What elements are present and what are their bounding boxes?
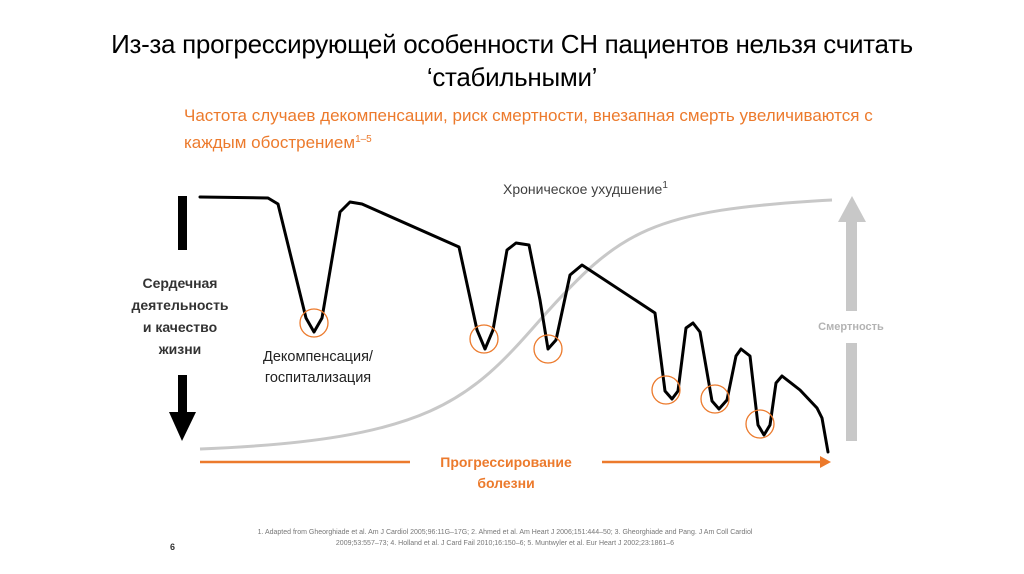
decompensation-circle [533,334,563,364]
up-arrow-icon [838,196,866,441]
references: 1. Adapted from Gheorghiade et al. Am J … [257,529,753,547]
chronic-worsening-superscript: 1 [662,180,668,191]
decompensation-markers [299,308,775,439]
mortality-label: Смертность [818,321,884,333]
heart-function-label: Сердечная деятельность и качество жизни [131,275,229,357]
page-number: 6 [170,542,176,552]
chronic-worsening-label: Хроническое ухудшение1 [503,176,668,199]
heart-function-top-bar [178,196,187,250]
decompensation-circle [700,384,730,414]
chronic-worsening-text: Хроническое ухудшение [503,181,663,197]
subtitle-text: Частота случаев декомпенсации, риск смер… [184,106,873,152]
subtitle-superscript: 1–5 [355,134,372,145]
slide-subtitle: Частота случаев декомпенсации, риск смер… [184,104,884,155]
decompensation-circle [299,308,329,338]
decompensation-circle [469,324,499,354]
decompensation-label: Декомпенсация/ госпитализация [263,349,373,386]
down-arrow-icon [169,375,196,441]
heart-function-curve [198,195,830,454]
chronic-worsening-curve [199,198,833,451]
decompensation-circle [651,375,681,405]
slide-title: Из-за прогрессирующей особенности СН пац… [111,29,913,92]
disease-progression-label: Прогрессирование болезни [410,452,602,494]
decompensation-circle [745,409,775,439]
